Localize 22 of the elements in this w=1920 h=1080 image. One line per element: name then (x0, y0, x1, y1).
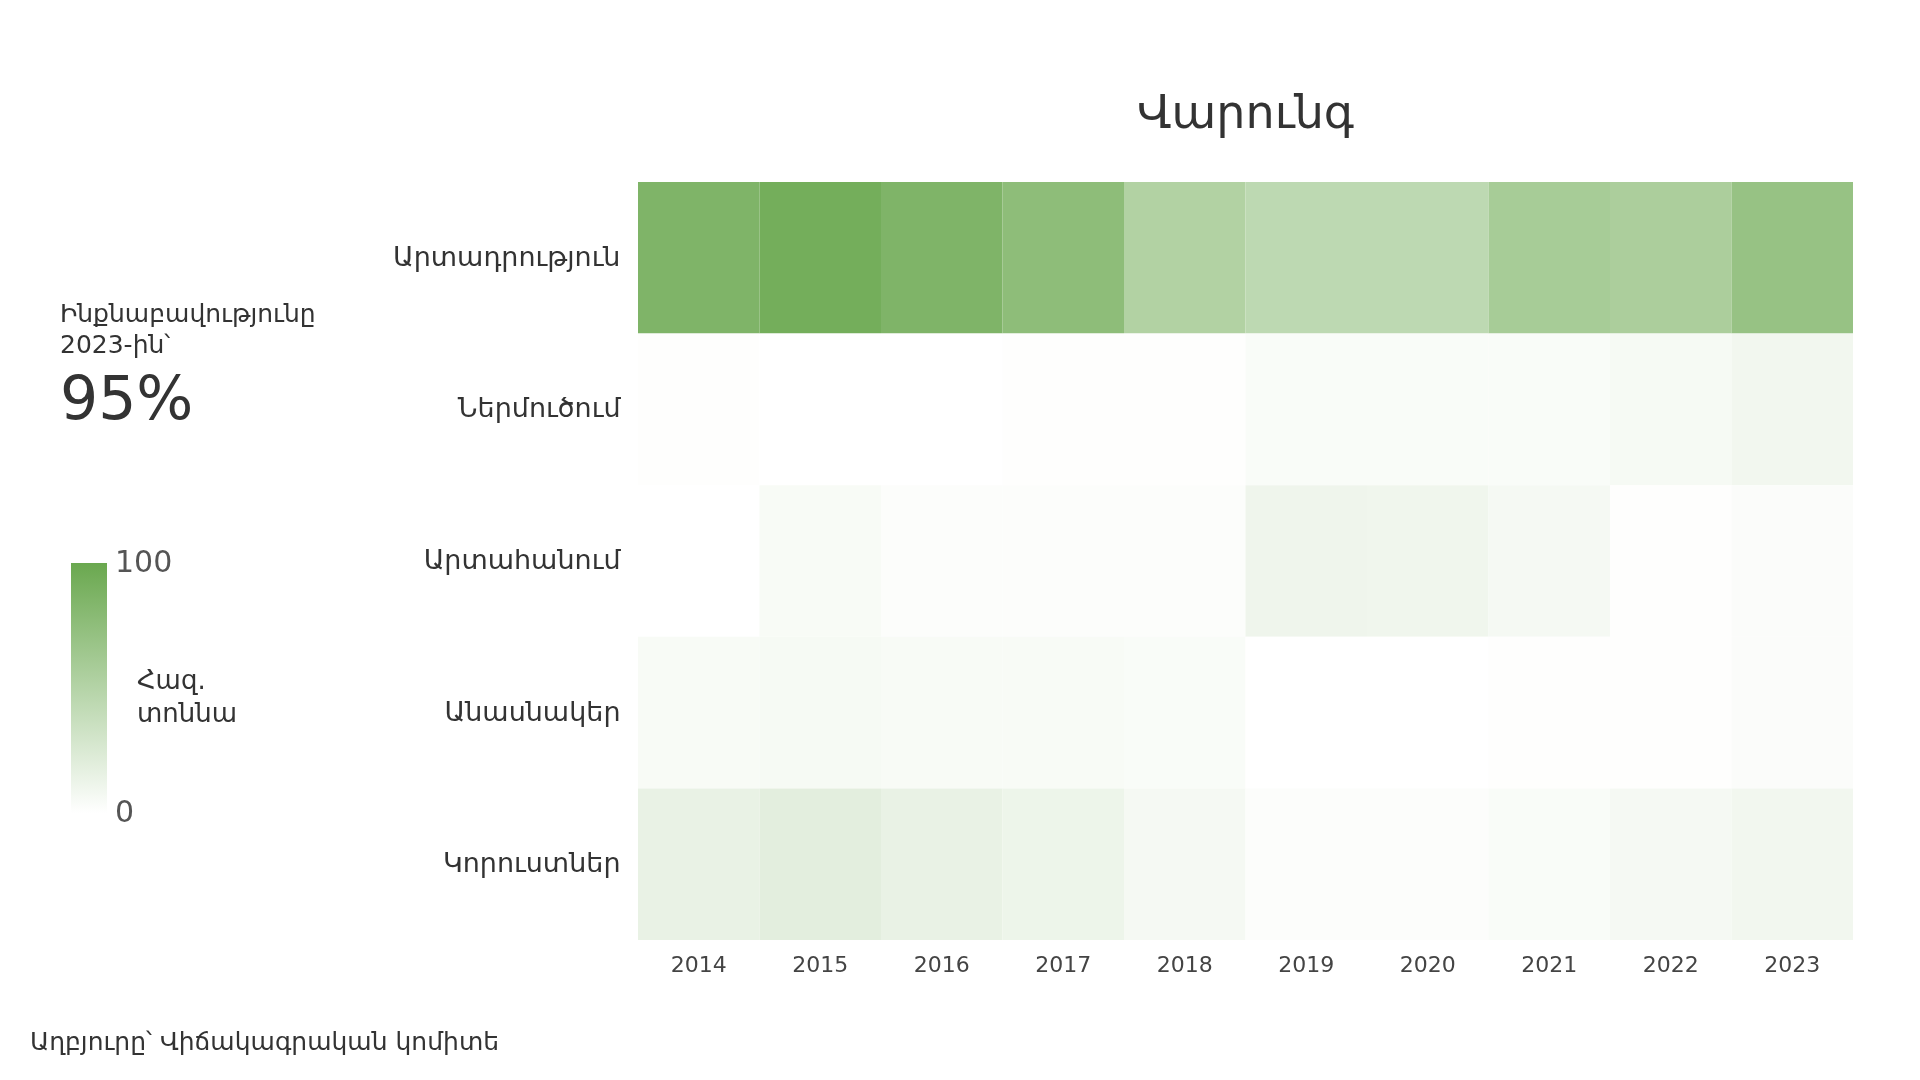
y-tick-label: Ներմուծում (457, 392, 622, 424)
text: 95% (60, 363, 194, 433)
color-bar-label: 100 (115, 544, 173, 579)
x-tick-label: 2019 (1278, 951, 1335, 977)
x-tick-label: 2018 (1156, 951, 1213, 977)
x-tick-label: 2016 (913, 951, 970, 977)
x-tick-label: 2017 (1035, 951, 1092, 977)
x-tick-label: 2022 (1642, 951, 1699, 977)
y-tick-label: Արտահանում (423, 544, 622, 575)
y-tick-label: Արտադրություն (393, 240, 621, 272)
x-tick-label: 2014 (670, 951, 727, 977)
color-bar-label: 0 (115, 794, 135, 829)
x-tick-label: 2021 (1521, 951, 1578, 977)
color-bar-title: Հազ. տոննա (137, 665, 238, 728)
x-tick-label: 2015 (792, 951, 849, 977)
y-tick-label: Անասնակեր (444, 695, 621, 727)
text: Աղբյուրը՝ Վիճակագրական կոմիտե (30, 1027, 500, 1056)
x-tick-label: 2023 (1764, 951, 1821, 977)
text: Ինքնաբավությունը 2023-ին՝ (60, 299, 316, 360)
chart-title: Վարունգ (1136, 85, 1355, 139)
y-tick-label: Կորուստներ (442, 847, 621, 879)
x-tick-label: 2020 (1399, 951, 1456, 977)
